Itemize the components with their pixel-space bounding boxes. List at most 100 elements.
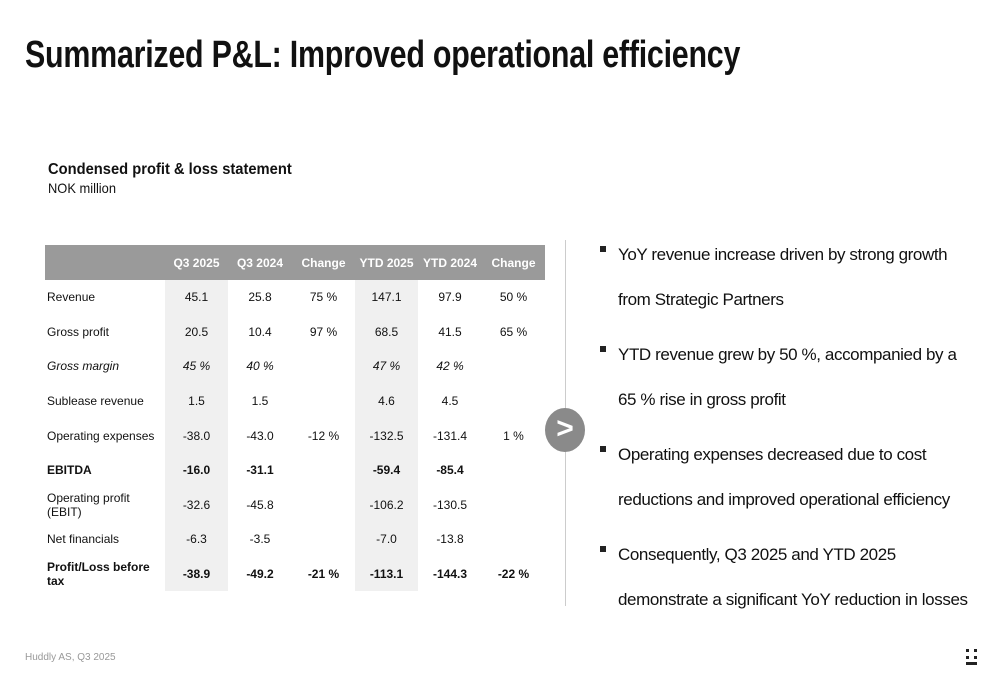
row-label: Profit/Loss before tax	[47, 560, 150, 589]
pl-table: Q3 2025 Q3 2024 Change YTD 2025 YTD 2024 Chan…	[45, 245, 545, 592]
cell: -31.1	[246, 463, 274, 478]
cell: -49.2	[246, 567, 274, 582]
cell: 20.5	[165, 314, 228, 350]
row-label: Operating expenses	[47, 428, 155, 443]
cell	[482, 453, 545, 488]
footer: Huddly AS, Q3 2025	[25, 652, 116, 663]
row-label: Net financials	[47, 532, 120, 547]
cell: -85.4	[436, 463, 464, 478]
cell: -12 %	[307, 428, 340, 443]
bullet: YTD revenue grew by 50 %, accompanied by…	[598, 332, 988, 422]
cell	[292, 488, 355, 523]
cell	[292, 349, 355, 384]
row-label: Gross profit	[47, 324, 110, 339]
cell: 4.6	[355, 383, 418, 419]
cell: -7.0	[355, 522, 418, 557]
bullet: YoY revenue increase driven by strong gr…	[598, 232, 988, 322]
cell: -132.5	[355, 418, 418, 453]
slide-title: Summarized P&L: Improved operational eff…	[25, 34, 741, 76]
cell	[292, 522, 355, 557]
cell: -16.0	[165, 452, 228, 488]
table-title: Condensed profit & loss statement	[48, 161, 292, 178]
cell: -106.2	[355, 487, 418, 523]
header-cell: Q3 2024	[228, 245, 292, 280]
cell	[292, 453, 355, 488]
row-label: Sublease revenue	[47, 394, 144, 409]
cell: -3.5	[249, 532, 271, 547]
cell: 68.5	[355, 314, 418, 350]
cell: -38.0	[165, 418, 228, 453]
cell: -59.4	[355, 452, 418, 488]
header-cell: Change	[292, 245, 355, 280]
cell: 1 %	[503, 428, 524, 443]
cell: 50 %	[499, 290, 528, 305]
bullet-line: 65 % rise in gross profit	[618, 390, 786, 409]
cell: 75 %	[309, 290, 338, 305]
header-cell: YTD 2024	[418, 245, 482, 280]
cell: -32.6	[165, 487, 228, 523]
arrow-icon: >	[545, 408, 585, 452]
cell: -38.9	[165, 556, 228, 592]
table-unit: NOK million	[48, 180, 116, 196]
bullet-line: YTD revenue grew by 50 %, accompanied by…	[618, 345, 957, 364]
cell: 41.5	[438, 324, 462, 339]
cell: -130.5	[432, 497, 468, 512]
row-label: EBITDA	[47, 463, 92, 478]
cell: -113.1	[355, 556, 418, 592]
table-row: Gross profit 20.5 10.4 97 % 68.5 41.5 65 %	[45, 314, 545, 350]
cell: 42 %	[436, 359, 464, 374]
row-label: Operating profit (EBIT)	[47, 490, 130, 519]
cell: 45 %	[165, 349, 228, 384]
logo	[966, 649, 977, 665]
bullet-line: reductions and improved operational effi…	[618, 490, 950, 509]
header-cell: Q3 2025	[165, 245, 228, 280]
cell	[292, 384, 355, 419]
cell: 97 %	[309, 324, 338, 339]
bullet-line: Consequently, Q3 2025 and YTD 2025	[618, 545, 896, 564]
header-cell: Change	[482, 245, 545, 280]
header-cell: YTD 2025	[355, 245, 418, 280]
cell: 25.8	[248, 290, 272, 305]
cell: 40 %	[246, 359, 274, 374]
row-label: Revenue	[47, 290, 96, 305]
cell: 65 %	[499, 324, 528, 339]
table-row: EBITDA -16.0 -31.1 -59.4 -85.4	[45, 452, 545, 488]
cell	[482, 349, 545, 384]
cell: 1.5	[251, 394, 269, 409]
cell: 97.9	[438, 290, 462, 305]
header-row: Q3 2025 Q3 2024 Change YTD 2025 YTD 2024 Chan…	[45, 245, 545, 280]
bullet-line: Operating expenses decreased due to cost	[618, 445, 927, 464]
bullet-list: YoY revenue increase driven by strong gr…	[598, 232, 988, 632]
cell: 147.1	[355, 280, 418, 315]
table-row: Net financials -6.3 -3.5 -7.0 -13.8	[45, 522, 545, 557]
bullet: Consequently, Q3 2025 and YTD 2025 demons…	[598, 532, 988, 622]
table-row: Revenue 45.1 25.8 75 % 147.1 97.9 50 %	[45, 280, 545, 315]
header-cell	[45, 245, 165, 280]
cell: -144.3	[432, 567, 468, 582]
cell: 1.5	[165, 383, 228, 419]
cell: 10.4	[248, 324, 272, 339]
bullet-line: from Strategic Partners	[618, 290, 784, 309]
cell: 45.1	[165, 280, 228, 315]
cell: -13.8	[436, 532, 464, 547]
bullet-line: demonstrate a significant YoY reduction …	[618, 590, 968, 609]
table-row: Profit/Loss before tax -38.9 -49.2 -21 % -11…	[45, 556, 545, 592]
cell: -131.4	[432, 428, 468, 443]
cell: -6.3	[165, 522, 228, 557]
bullet: Operating expenses decreased due to cost…	[598, 432, 988, 522]
row-label: Gross margin	[47, 359, 120, 374]
cell: 4.5	[441, 394, 459, 409]
cell: -21 %	[307, 567, 340, 582]
cell: -45.8	[246, 497, 274, 512]
table-row: Operating profit (EBIT) -32.6 -45.8 -106.2-…	[45, 487, 545, 523]
table-row: Operating expenses -38.0 -43.0 -12 % -132.5-…	[45, 418, 545, 453]
table-row: Gross margin 45 % 40 % 47 % 42 %	[45, 349, 545, 384]
table-row: Sublease revenue 1.5 1.5 4.6 4.5	[45, 383, 545, 419]
cell	[482, 488, 545, 523]
cell: -22 %	[497, 567, 530, 582]
cell	[482, 384, 545, 419]
bullet-line: YoY revenue increase driven by strong gr…	[618, 245, 948, 264]
cell: 47 %	[355, 349, 418, 384]
cell	[482, 522, 545, 557]
